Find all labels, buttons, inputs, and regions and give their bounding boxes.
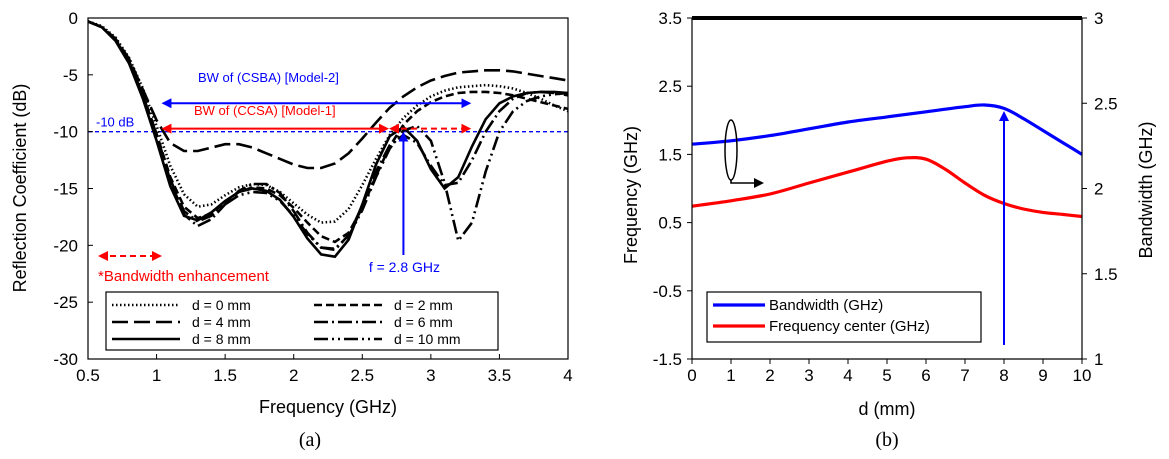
panel-a-legend-label: d = 2 mm [394,297,453,313]
panel-a-y-tick-label: -20 [53,236,78,255]
panel-b-y2-tick-label: 1 [1094,350,1103,369]
panel-a-chart: -10 dB BW of (CSBA) [Model-2] BW of (CCSA… [10,9,573,451]
panel-b-x-tick-label: 2 [765,366,774,385]
panel-b-y-tick-label: 1.5 [658,145,682,164]
panel-a-axes: 0.5 1 1.5 2 2.5 3 3.5 4 0 -5 -10 -15 -20 -25 -30 [53,9,572,385]
panel-b-series-group [691,103,1083,219]
panel-b-annotations [724,111,1009,345]
panel-a-x-tick-label: 2 [289,366,298,385]
panel-b-x-tick-label: 5 [882,366,891,385]
panel-b-legend-label: Bandwidth (GHz) [769,297,883,314]
panel-b-x-axis-label: d (mm) [859,399,916,419]
panel-b-x-tick-label: 7 [960,366,969,385]
panel-a-y-tick-label: -15 [53,180,78,199]
panel-b-label: (b) [875,429,898,451]
freq-marker-label: f = 2.8 GHz [369,259,440,275]
panel-b-series-line [691,103,1083,156]
panel-a-reference-label: -10 dB [96,115,134,130]
panel-b-chart: 0 1 2 3 4 5 6 7 8 9 10 3.5 2.5 1.5 0.5 -0.5 -1.5 3 2.5 2 1.5… [621,9,1156,451]
panel-a-series-line [87,20,569,170]
panel-b-x-tick-label: 10 [1073,366,1092,385]
panel-a-y-tick-label: -10 [53,123,78,142]
bw-model2-label: BW of (CSBA) [Model-2] [198,70,339,85]
panel-b-y-axis-label: Frequency (GHz) [621,126,641,264]
panel-a-x-tick-label: 4 [563,366,572,385]
panel-a-legend-label: d = 8 mm [192,331,251,347]
panel-a-legend-label: d = 10 mm [394,331,461,347]
panel-a-legend-label: d = 0 mm [192,297,251,313]
panel-a-y-tick-label: 0 [69,9,78,28]
panel-b-y2-tick-label: 2.5 [1094,94,1118,113]
panel-b-x-tick-label: 1 [726,366,735,385]
panel-a-series-line [87,20,569,259]
panel-a-x-tick-label: 3 [426,366,435,385]
panel-b-x-tick-label: 3 [804,366,813,385]
panel-a-x-axis-label: Frequency (GHz) [259,397,397,417]
panel-b-y-tick-label: -0.5 [653,282,682,301]
panel-b-x-tick-label: 8 [999,366,1008,385]
panel-a-y-axis-label: Reflection Coefficient (dB) [10,84,30,293]
panel-a-legend-label: d = 4 mm [192,314,251,330]
panel-b-x-tick-label: 9 [1038,366,1047,385]
panel-a-y-tick-label: -30 [53,350,78,369]
panel-a-x-tick-label: 1 [152,366,161,385]
panel-b-y2-tick-label: 2 [1094,180,1103,199]
enhancement-label: *Bandwidth enhancement [98,268,270,285]
axis-indicator-arrow [730,178,764,188]
panel-b-x-tick-label: 4 [843,366,852,385]
panel-a-legend: d = 0 mm d = 2 mm d = 4 mm d = 6 mm d = 8 mm… [105,291,499,351]
panel-b-y-tick-label: 2.5 [658,77,682,96]
bw-model1-label: BW of (CCSA) [Model-1] [194,103,336,118]
panel-b-legend-label: Frequency center (GHz) [769,318,930,335]
panel-a-x-tick-label: 1.5 [213,366,237,385]
panel-a-label: (a) [299,429,321,451]
panel-b-y2-tick-label: 3 [1094,9,1103,28]
panel-b-y-tick-label: -1.5 [653,350,682,369]
panel-b-series-line [691,155,1083,219]
panel-a-x-tick-label: 3.5 [488,366,512,385]
panel-a-legend-label: d = 6 mm [394,314,453,330]
panel-a-series-line [87,20,569,251]
panel-b-y-tick-label: 0.5 [658,214,682,233]
panel-a-series-line [87,20,569,224]
panel-b-x-tick-label: 0 [687,366,696,385]
panel-b-axes: 0 1 2 3 4 5 6 7 8 9 10 3.5 2.5 1.5 0.5 -0.5 -1.5 3 2.5 2 1.5… [653,9,1118,385]
panel-a-annotations: BW of (CSBA) [Model-2] BW of (CCSA) [Mode… [98,70,472,285]
panel-b-legend: Bandwidth (GHz) Frequency center (GHz) [706,291,982,343]
panel-b-x-tick-label: 6 [921,366,930,385]
panel-b-y2-axis-label: Bandwidth (GHz) [1136,121,1156,258]
panel-a-y-tick-label: -25 [53,293,78,312]
panel-a-y-tick-label: -5 [63,66,78,85]
panel-b-y2-tick-label: 1.5 [1094,265,1118,284]
panel-a-x-tick-label: 2.5 [350,366,374,385]
panel-b-y-tick-label: 3.5 [658,9,682,28]
panel-a-series-group [87,20,569,259]
panel-b-legend-box [706,291,982,343]
panel-a-x-tick-label: 0.5 [76,366,100,385]
